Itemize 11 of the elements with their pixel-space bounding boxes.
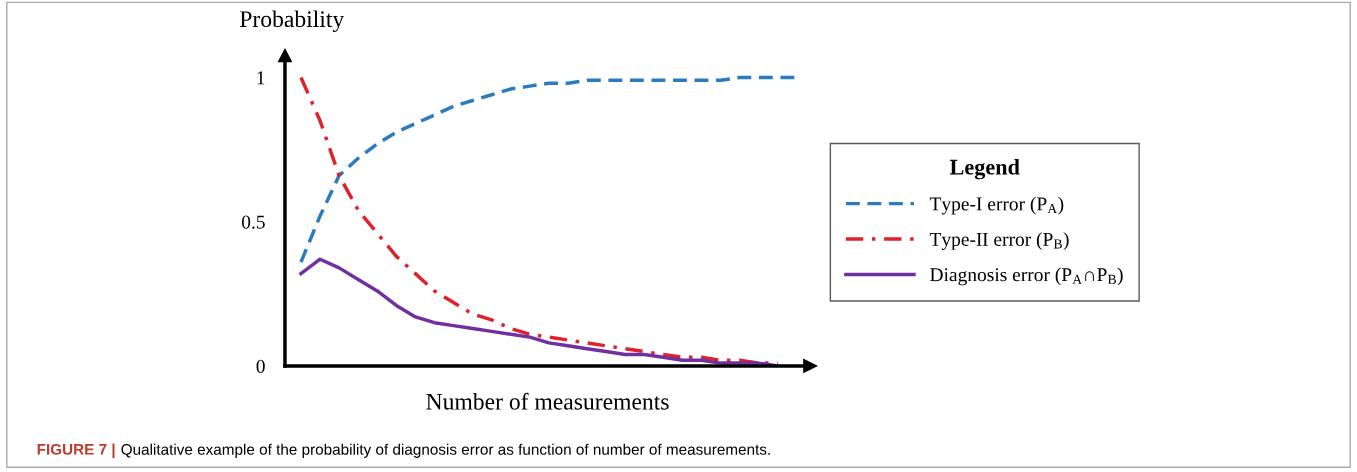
legend-label: Type-II error (P$_{B}$): [929, 232, 1069, 250]
y-tick-label: 0.5: [241, 215, 265, 229]
legend-label: Type-I error (P$_{A}$): [929, 196, 1064, 215]
caption: FIGURE 7 | Qualitative example of the probability of diagnosis error as function of number of measurements.: [37, 443, 770, 458]
y-tick-label: 1: [257, 71, 265, 85]
y-axis-title: Probability: [239, 10, 345, 32]
legend-title: Legend: [949, 158, 1020, 180]
legend-label: Diagnosis error (P$_{A}$∩P$_{B}$): [930, 267, 1123, 286]
x-axis-title: Number of measurements: [426, 392, 669, 410]
line-series: [299, 75, 780, 365]
y-tick-label: 0: [256, 359, 265, 373]
